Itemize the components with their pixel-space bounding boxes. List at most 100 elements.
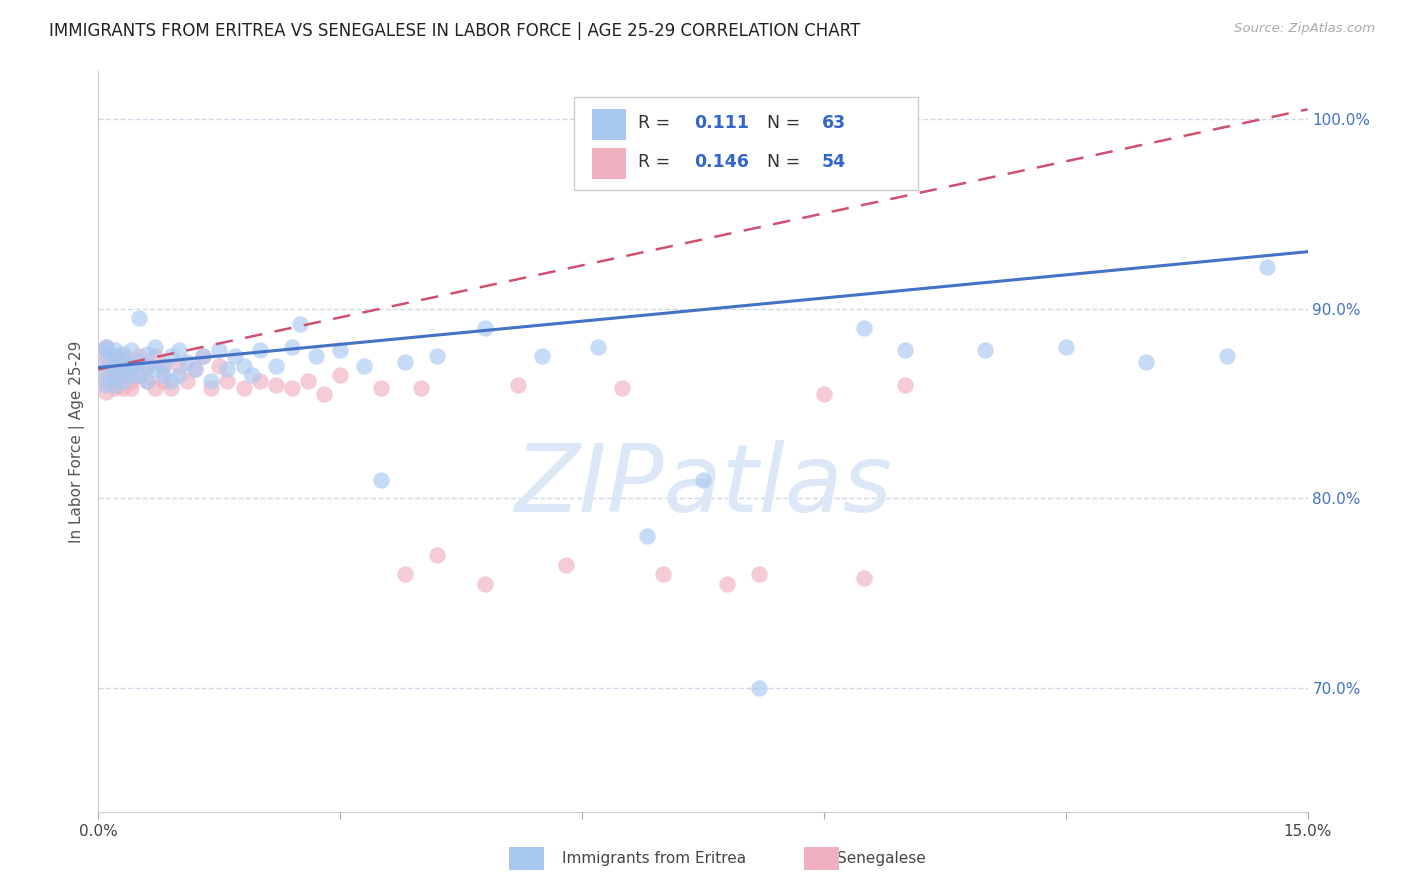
Point — [96, 377, 118, 392]
Point — [329, 343, 352, 358]
Text: Senegalese: Senegalese — [837, 851, 925, 865]
Point — [128, 311, 150, 326]
Point — [264, 359, 287, 373]
Bar — [592, 109, 626, 140]
Point — [111, 355, 134, 369]
Point — [111, 381, 134, 395]
Point — [96, 362, 118, 376]
Point — [135, 374, 157, 388]
Point — [813, 387, 835, 401]
Point — [120, 359, 142, 373]
Point — [152, 368, 174, 383]
Point — [370, 381, 392, 395]
Point — [474, 577, 496, 591]
Point — [135, 374, 157, 388]
Point — [111, 374, 134, 388]
Point — [103, 374, 125, 388]
Point — [748, 567, 770, 582]
Point — [249, 343, 271, 358]
Point — [111, 359, 134, 373]
Point — [281, 340, 304, 354]
Point — [692, 473, 714, 487]
Point — [128, 368, 150, 383]
Point — [152, 359, 174, 373]
Point — [128, 349, 150, 363]
Text: R =: R = — [638, 153, 675, 171]
Point — [176, 355, 198, 369]
Point — [394, 567, 416, 582]
Point — [200, 374, 222, 388]
Point — [193, 349, 215, 363]
Point — [748, 681, 770, 696]
Point — [167, 343, 190, 358]
Point — [120, 368, 142, 383]
Point — [224, 349, 246, 363]
Text: IMMIGRANTS FROM ERITREA VS SENEGALESE IN LABOR FORCE | AGE 25-29 CORRELATION CHA: IMMIGRANTS FROM ERITREA VS SENEGALESE IN… — [49, 22, 860, 40]
Point — [120, 343, 142, 358]
Point — [128, 355, 150, 369]
Point — [409, 381, 432, 395]
Point — [103, 381, 125, 395]
Point — [893, 377, 915, 392]
Point — [96, 385, 118, 400]
Point — [96, 340, 118, 354]
Point — [586, 340, 609, 354]
Point — [135, 359, 157, 373]
Point — [120, 381, 142, 395]
Point — [232, 359, 254, 373]
Point — [217, 374, 239, 388]
Point — [893, 343, 915, 358]
Point — [249, 374, 271, 388]
Point — [103, 359, 125, 373]
Point — [96, 349, 118, 363]
Point — [853, 320, 876, 334]
Point — [232, 381, 254, 395]
Point — [426, 549, 449, 563]
Point — [143, 362, 166, 376]
FancyBboxPatch shape — [574, 97, 918, 190]
Point — [297, 374, 319, 388]
Point — [96, 355, 118, 369]
Point — [103, 359, 125, 373]
Point — [160, 374, 183, 388]
Point — [184, 362, 207, 376]
Point — [974, 343, 997, 358]
Point — [264, 377, 287, 392]
Point — [96, 374, 118, 388]
Point — [716, 577, 738, 591]
Text: R =: R = — [638, 114, 675, 132]
Point — [426, 349, 449, 363]
Point — [103, 343, 125, 358]
Point — [103, 349, 125, 363]
Point — [96, 343, 118, 358]
Point — [200, 381, 222, 395]
Text: Immigrants from Eritrea: Immigrants from Eritrea — [562, 851, 747, 865]
Point — [96, 340, 118, 354]
Point — [193, 349, 215, 363]
Point — [103, 368, 125, 383]
Point — [152, 374, 174, 388]
Point — [329, 368, 352, 383]
Point — [208, 343, 231, 358]
Point — [135, 347, 157, 361]
Point — [217, 362, 239, 376]
Point — [305, 349, 328, 363]
Point — [1216, 349, 1239, 363]
Point — [506, 377, 529, 392]
Point — [853, 571, 876, 585]
Point — [135, 359, 157, 373]
Point — [103, 349, 125, 363]
Point — [1054, 340, 1077, 354]
Point — [288, 317, 311, 331]
Point — [128, 368, 150, 383]
Point — [152, 359, 174, 373]
Point — [120, 359, 142, 373]
Point — [111, 368, 134, 383]
Text: N =: N = — [768, 153, 806, 171]
Point — [111, 349, 134, 363]
Point — [167, 359, 190, 373]
Point — [370, 473, 392, 487]
Point — [394, 355, 416, 369]
Point — [208, 359, 231, 373]
Text: Source: ZipAtlas.com: Source: ZipAtlas.com — [1234, 22, 1375, 36]
